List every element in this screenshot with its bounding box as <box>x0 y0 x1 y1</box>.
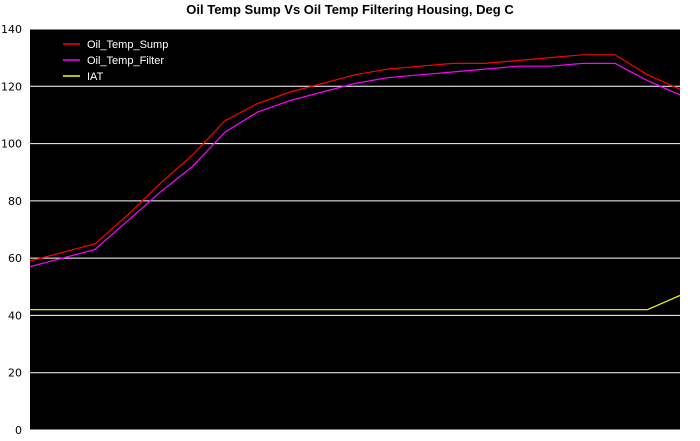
y-tick-label: 40 <box>8 309 22 322</box>
y-tick-label: 80 <box>8 195 22 208</box>
legend-label: Oil_Temp_Filter <box>87 55 164 67</box>
y-tick-label: 100 <box>1 138 22 151</box>
y-tick-label: 20 <box>8 367 22 380</box>
gridlines <box>30 28 680 431</box>
y-tick-label: 120 <box>1 80 22 93</box>
legend-label: Oil_Temp_Sump <box>87 39 168 51</box>
y-tick-label: 140 <box>1 23 22 36</box>
series-line-iat <box>30 294 681 311</box>
y-tick-label: 60 <box>8 252 22 265</box>
y-tick-label: 0 <box>15 424 22 437</box>
y-axis-ticks: 0 20 40 60 80 100 120 140 <box>1 23 22 437</box>
legend-label: IAT <box>87 71 104 83</box>
series-line-oil-temp-filter <box>29 62 681 268</box>
copyright-footer: All contents and graphics are ©VS Engine… <box>148 431 542 440</box>
chart-title: Oil Temp Sump Vs Oil Temp Filtering Hous… <box>186 2 514 17</box>
legend: Oil_Temp_Sump Oil_Temp_Filter IAT <box>63 39 168 83</box>
series-lines <box>29 54 681 311</box>
plot-area <box>30 29 680 430</box>
series-line-oil-temp-sump <box>29 54 681 262</box>
